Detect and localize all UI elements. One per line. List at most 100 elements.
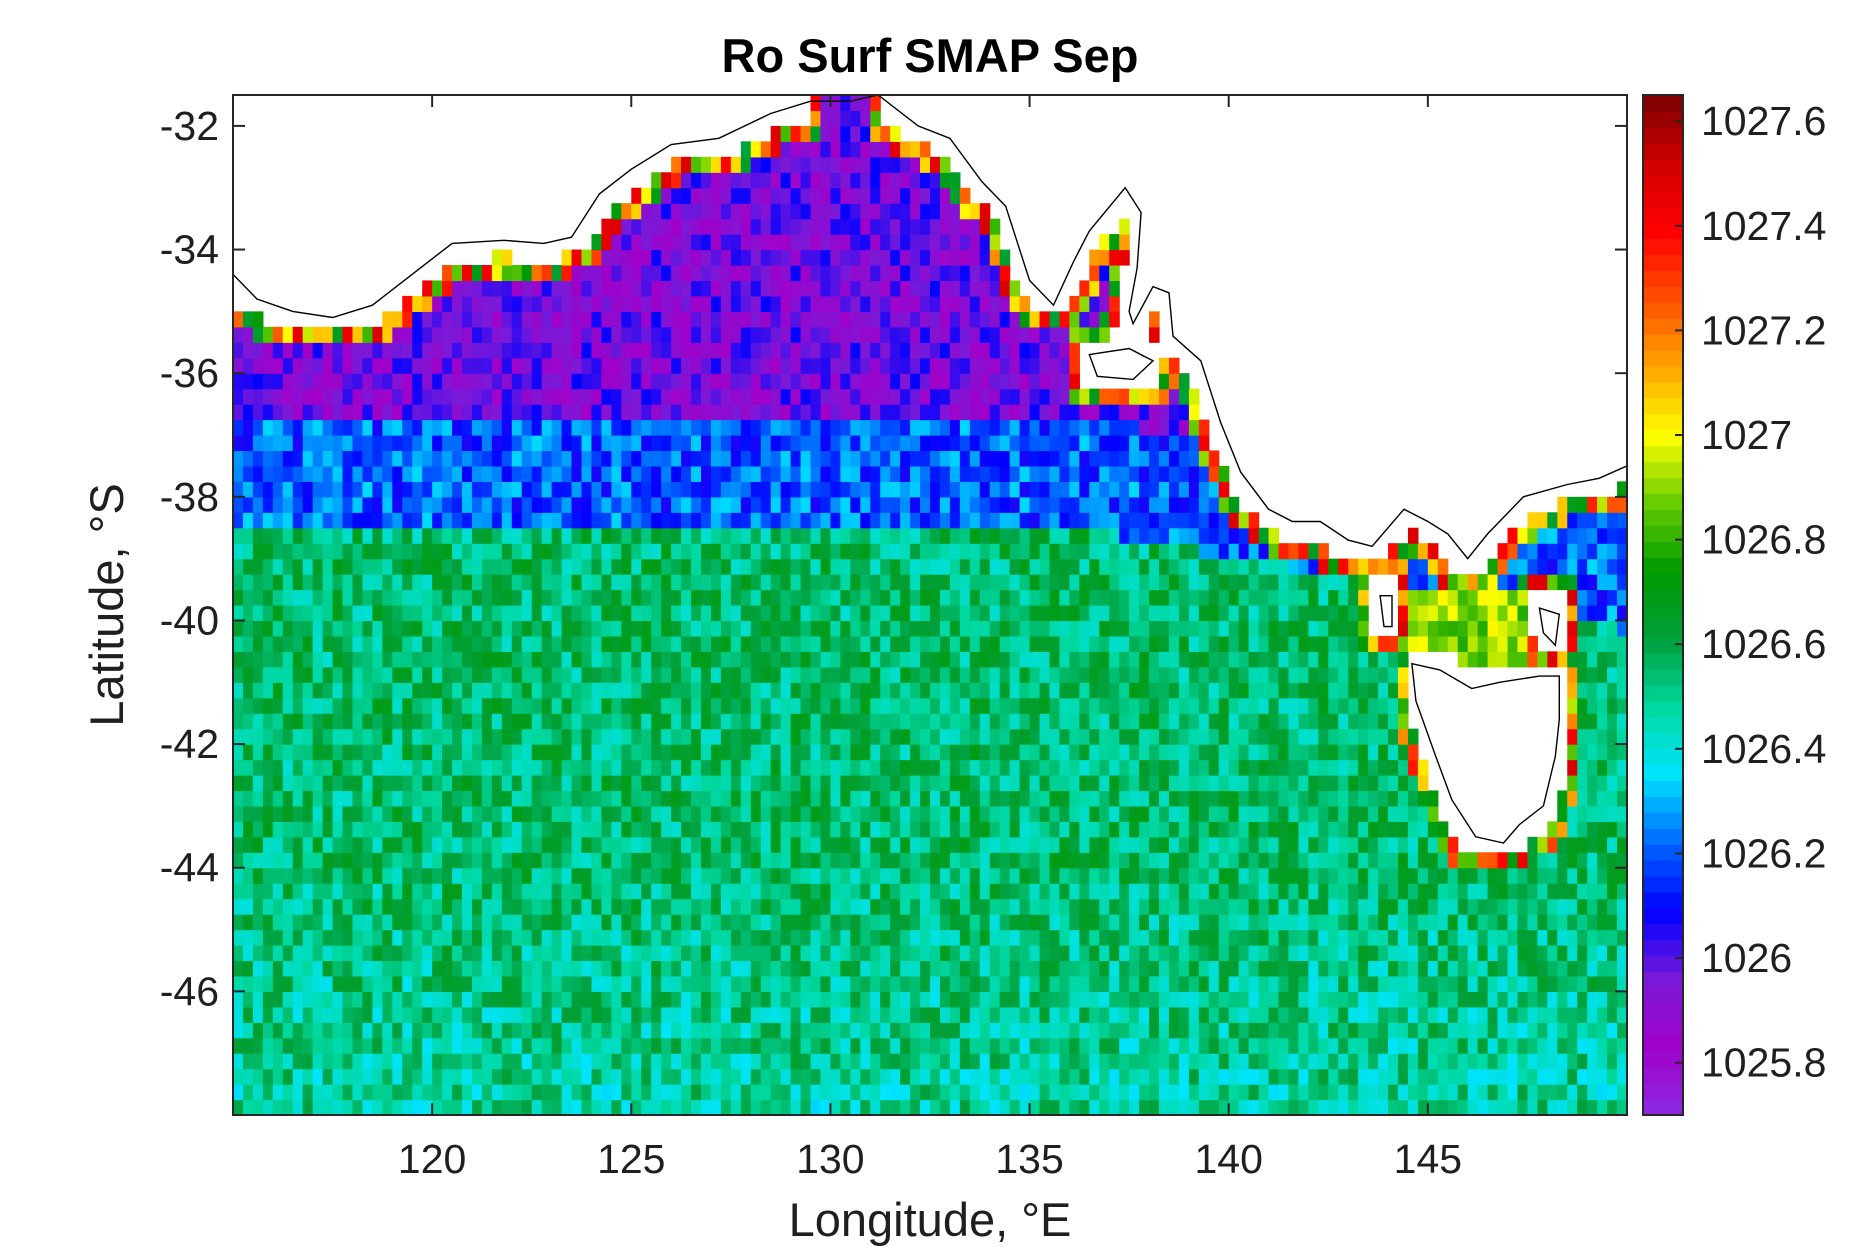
heatmap-cell xyxy=(1338,1068,1349,1085)
heatmap-cell xyxy=(352,929,364,946)
heatmap-cell xyxy=(1607,635,1618,652)
heatmap-cell xyxy=(471,620,483,637)
heatmap-cell xyxy=(710,651,722,668)
heatmap-cell xyxy=(1368,775,1379,792)
heatmap-cell xyxy=(1258,960,1270,977)
heatmap-cell xyxy=(611,960,622,977)
heatmap-cell xyxy=(1507,883,1519,900)
heatmap-cell xyxy=(999,1099,1011,1116)
heatmap-cell xyxy=(541,775,553,792)
heatmap-cell xyxy=(1099,558,1110,575)
heatmap-cell xyxy=(989,574,1001,591)
heatmap-cell xyxy=(242,790,254,807)
heatmap-cell xyxy=(1119,728,1130,745)
heatmap-cell xyxy=(591,666,603,683)
heatmap-cell xyxy=(1507,960,1519,977)
heatmap-cell xyxy=(1607,1037,1618,1054)
heatmap-cell xyxy=(1039,852,1051,869)
heatmap-cell xyxy=(531,852,543,869)
heatmap-cell xyxy=(1208,574,1220,591)
heatmap-cell xyxy=(432,1068,443,1085)
heatmap-cell xyxy=(1487,960,1499,977)
heatmap-cell xyxy=(750,558,762,575)
heatmap-cell xyxy=(551,697,563,714)
heatmap-cell xyxy=(1268,697,1280,714)
heatmap-cell xyxy=(541,867,553,884)
heatmap-cell xyxy=(890,697,901,714)
heatmap-cell xyxy=(452,883,463,900)
heatmap-cell xyxy=(1029,1037,1041,1054)
heatmap-cell xyxy=(541,605,553,622)
heatmap-cell xyxy=(1607,898,1618,915)
heatmap-cell xyxy=(501,775,513,792)
heatmap-cell xyxy=(322,945,334,962)
heatmap-cell xyxy=(920,759,931,776)
heatmap-cell xyxy=(462,945,473,962)
heatmap-cell xyxy=(1268,960,1280,977)
heatmap-cell xyxy=(860,651,871,668)
heatmap-cell xyxy=(1328,898,1339,915)
heatmap-cell xyxy=(840,775,851,792)
heatmap-cell xyxy=(511,852,523,869)
heatmap-cell xyxy=(541,620,553,637)
heatmap-cell xyxy=(1308,620,1319,637)
heatmap-cell xyxy=(949,697,961,714)
heatmap-cell xyxy=(541,1084,553,1101)
heatmap-cell xyxy=(979,682,991,699)
heatmap-cell xyxy=(750,1084,762,1101)
heatmap-cell xyxy=(1188,1037,1200,1054)
heatmap-cell xyxy=(1597,728,1608,745)
heatmap-cell xyxy=(1417,558,1429,575)
heatmap-cell xyxy=(730,666,742,683)
heatmap-cell xyxy=(462,697,473,714)
heatmap-cell xyxy=(860,867,871,884)
heatmap-cell xyxy=(1129,1068,1140,1085)
heatmap-cell xyxy=(1059,759,1070,776)
heatmap-cell xyxy=(681,898,692,915)
heatmap-cell xyxy=(1228,883,1240,900)
heatmap-cell xyxy=(362,635,373,652)
heatmap-cell xyxy=(1019,867,1031,884)
heatmap-cell xyxy=(631,790,642,807)
heatmap-cell xyxy=(1288,713,1300,730)
heatmap-cell xyxy=(900,991,911,1008)
heatmap-cell xyxy=(939,1099,951,1116)
heatmap-cell xyxy=(233,759,244,776)
heatmap-cell xyxy=(1099,543,1110,560)
heatmap-cell xyxy=(262,1099,274,1116)
heatmap-cell xyxy=(1378,697,1389,714)
heatmap-cell xyxy=(800,790,812,807)
heatmap-cell xyxy=(651,666,662,683)
heatmap-cell xyxy=(641,914,652,931)
heatmap-cell xyxy=(332,1022,344,1039)
heatmap-cell xyxy=(710,960,722,977)
heatmap-cell xyxy=(1139,1084,1150,1101)
heatmap-cell xyxy=(452,558,463,575)
heatmap-cell xyxy=(1159,1084,1170,1101)
heatmap-cell xyxy=(591,1053,603,1070)
heatmap-cell xyxy=(790,713,802,730)
heatmap-cell xyxy=(1298,589,1309,606)
heatmap-cell xyxy=(1089,574,1100,591)
heatmap-cell xyxy=(790,867,802,884)
heatmap-cell xyxy=(1119,543,1130,560)
heatmap-cell xyxy=(1537,1006,1548,1023)
heatmap-cell xyxy=(890,836,901,853)
heatmap-cell xyxy=(1607,574,1618,591)
heatmap-cell xyxy=(262,790,274,807)
heatmap-cell xyxy=(1069,852,1080,869)
heatmap-cell xyxy=(382,713,393,730)
heatmap-cell xyxy=(1298,991,1309,1008)
heatmap-cell xyxy=(1427,1053,1439,1070)
heatmap-cell xyxy=(790,1022,802,1039)
heatmap-cell xyxy=(591,558,603,575)
heatmap-cell xyxy=(302,605,314,622)
heatmap-cell xyxy=(910,867,921,884)
heatmap-cell xyxy=(1388,666,1399,683)
heatmap-cell xyxy=(1278,945,1290,962)
heatmap-cell xyxy=(1388,790,1399,807)
heatmap-cell xyxy=(999,682,1011,699)
heatmap-cell xyxy=(1278,1006,1290,1023)
heatmap-cell xyxy=(1168,728,1180,745)
heatmap-cell xyxy=(1457,852,1469,869)
